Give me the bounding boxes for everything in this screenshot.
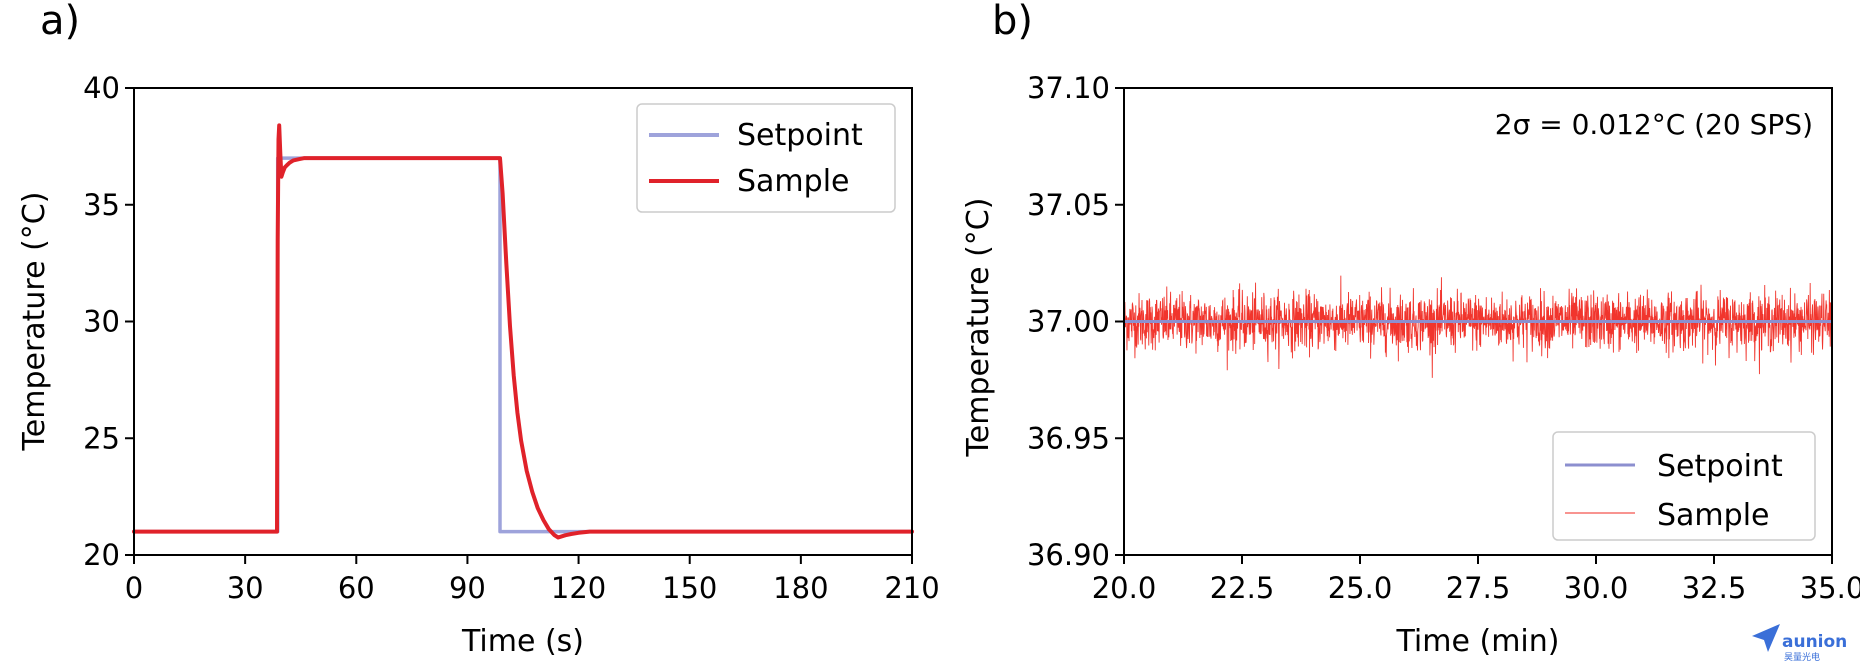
watermark-logo: aunion 昊量光电 bbox=[1752, 624, 1847, 663]
panel-a-x-tick-label: 90 bbox=[449, 571, 486, 605]
panel-b-legend: Setpoint Sample bbox=[1552, 431, 1816, 541]
panel-b-y-ticks: 36.90 36.95 37.00 37.05 37.10 bbox=[1027, 71, 1124, 572]
panel-b-y-tick-label: 36.90 bbox=[1027, 538, 1110, 572]
paper-plane-icon bbox=[1752, 624, 1780, 652]
panel-a: a) 0 30 60 90 120 150 180 210 20 25 30 35 40 Time (… bbox=[17, 0, 940, 659]
panel-a-legend-box bbox=[636, 103, 896, 213]
panel-a-x-tick-label: 120 bbox=[551, 571, 606, 605]
panel-a-y-tick-label: 35 bbox=[83, 188, 120, 222]
panel-b-x-tick-label: 35.0 bbox=[1800, 571, 1860, 605]
panel-b-y-axis-label: Temperature (°C) bbox=[961, 198, 996, 458]
panel-b-series-line-sample bbox=[1123, 275, 1833, 378]
panel-a-x-tick-label: 30 bbox=[227, 571, 264, 605]
panel-a-legend: Setpoint Sample bbox=[636, 103, 896, 213]
watermark-text: aunion bbox=[1782, 632, 1847, 652]
panel-b-x-tick-label: 27.5 bbox=[1446, 571, 1511, 605]
panel-a-series-line-setpoint bbox=[132, 156, 914, 534]
panel-a-legend-label-setpoint: Setpoint bbox=[737, 118, 863, 153]
panel-b-y-tick-label: 37.00 bbox=[1027, 305, 1110, 339]
panel-a-y-tick-label: 25 bbox=[83, 421, 120, 455]
panel-a-series bbox=[132, 123, 914, 540]
panel-b-legend-label-sample: Sample bbox=[1657, 498, 1770, 533]
panel-b-y-tick-label: 36.95 bbox=[1027, 421, 1110, 455]
panel-a-x-ticks: 0 30 60 90 120 150 180 210 bbox=[125, 555, 940, 605]
watermark-subtext: 昊量光电 bbox=[1784, 651, 1820, 663]
panel-a-x-tick-label: 60 bbox=[338, 571, 375, 605]
panel-b-x-axis-label: Time (min) bbox=[1396, 624, 1560, 659]
panel-a-x-tick-label: 210 bbox=[884, 571, 939, 605]
panel-b-x-tick-label: 25.0 bbox=[1328, 571, 1393, 605]
panel-b: b) 20.0 22.5 25.0 27.5 30.0 32.5 35.0 36.9036.… bbox=[961, 0, 1860, 659]
panel-a-y-axis-label: Temperature (°C) bbox=[17, 192, 52, 452]
panel-a-y-tick-label: 20 bbox=[83, 538, 120, 572]
panel-b-x-tick-label: 32.5 bbox=[1682, 571, 1747, 605]
panel-b-y-tick-label: 37.05 bbox=[1027, 188, 1110, 222]
panel-b-y-tick-label: 37.10 bbox=[1027, 71, 1110, 105]
panel-a-x-tick-label: 150 bbox=[662, 571, 717, 605]
panel-a-label: a) bbox=[40, 0, 80, 44]
panel-b-x-tick-label: 30.0 bbox=[1564, 571, 1629, 605]
panel-b-x-ticks: 20.0 22.5 25.0 27.5 30.0 32.5 35.0 bbox=[1092, 555, 1860, 605]
panel-a-x-tick-label: 180 bbox=[773, 571, 828, 605]
panel-a-y-tick-label: 30 bbox=[83, 305, 120, 339]
panel-b-sigma-annotation: 2σ = 0.012°C (20 SPS) bbox=[1495, 108, 1813, 141]
panel-b-x-tick-label: 22.5 bbox=[1210, 571, 1275, 605]
panel-a-legend-label-sample: Sample bbox=[737, 164, 850, 199]
panel-b-label: b) bbox=[992, 0, 1033, 44]
panel-b-series bbox=[1123, 275, 1833, 378]
panel-a-y-tick-label: 40 bbox=[83, 71, 120, 105]
panel-b-x-tick-label: 20.0 bbox=[1092, 571, 1157, 605]
panel-a-x-axis-label: Time (s) bbox=[461, 624, 584, 659]
panel-b-legend-label-setpoint: Setpoint bbox=[1657, 449, 1783, 484]
panel-a-x-tick-label: 0 bbox=[125, 571, 143, 605]
panel-a-y-ticks: 20 25 30 35 40 bbox=[83, 71, 134, 572]
panel-a-series-line-sample bbox=[132, 123, 914, 540]
